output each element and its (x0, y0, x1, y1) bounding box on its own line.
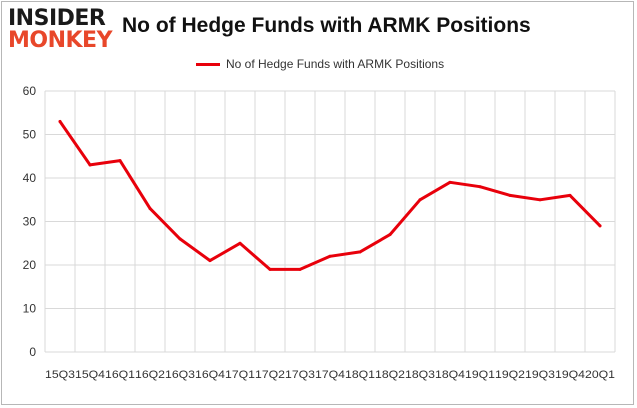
data-point (448, 180, 452, 184)
x-tick-label: 17Q3 (285, 369, 315, 381)
data-point (538, 198, 542, 202)
y-tick-label: 10 (23, 302, 37, 316)
x-tick-label: 15Q3 (45, 369, 75, 381)
data-point (358, 250, 362, 254)
chart-title: No of Hedge Funds with ARMK Positions (122, 14, 531, 37)
data-point (418, 198, 422, 202)
x-tick-label: 19Q2 (495, 369, 525, 381)
data-point (328, 254, 332, 258)
x-tick-label: 18Q3 (405, 369, 435, 381)
data-point (568, 193, 572, 197)
x-tick-label: 18Q4 (435, 369, 465, 381)
x-tick-label: 19Q4 (555, 369, 585, 381)
logo-line-monkey: MONKEY (8, 28, 113, 53)
data-point (238, 241, 242, 245)
x-tick-label: 19Q3 (525, 369, 555, 381)
x-tick-label: 15Q4 (75, 369, 105, 381)
x-tick-labels: 15Q3 15Q4 16Q1 16Q2 16Q3 16Q4 17Q1 17Q2 17Q3 17Q4… (45, 369, 615, 381)
y-tick-label: 60 (23, 84, 37, 98)
x-tick-label: 19Q1 (465, 369, 495, 381)
data-point (508, 193, 512, 197)
x-tick-label: 16Q4 (195, 369, 225, 381)
y-tick-label: 0 (29, 345, 36, 359)
x-tick-label: 17Q2 (255, 369, 285, 381)
data-point (598, 224, 602, 228)
legend-swatch (196, 62, 220, 66)
y-tick-labels: 0 10 20 30 40 50 60 (23, 84, 37, 359)
data-point (118, 159, 122, 163)
x-tick-label: 20Q1 (585, 369, 615, 381)
data-point (388, 233, 392, 237)
data-point (88, 163, 92, 167)
data-point (178, 237, 182, 241)
x-tick-label: 16Q3 (165, 369, 195, 381)
x-tick-label: 18Q2 (375, 369, 405, 381)
x-tick-label: 16Q2 (135, 369, 165, 381)
data-point (298, 267, 302, 271)
series-group (58, 119, 602, 271)
gridlines (44, 90, 616, 353)
y-tick-label: 20 (23, 258, 37, 272)
data-point (268, 267, 272, 271)
x-tick-label: 18Q1 (345, 369, 375, 381)
chart-legend: No of Hedge Funds with ARMK Positions (196, 56, 444, 72)
y-tick-label: 40 (23, 171, 37, 185)
data-point (478, 185, 482, 189)
x-tick-label: 17Q1 (225, 369, 255, 381)
y-tick-label: 30 (23, 215, 37, 229)
logo-line-insider: INSIDER (8, 6, 106, 31)
series-line-0 (58, 120, 602, 271)
insider-monkey-logo: INSIDER MONKEY (6, 6, 118, 54)
data-point (208, 259, 212, 263)
legend-label: No of Hedge Funds with ARMK Positions (226, 57, 445, 71)
y-tick-label: 50 (23, 128, 37, 142)
data-point (58, 119, 62, 123)
x-tick-label: 16Q1 (105, 369, 135, 381)
x-tick-label: 17Q4 (315, 369, 345, 381)
data-point (148, 206, 152, 210)
